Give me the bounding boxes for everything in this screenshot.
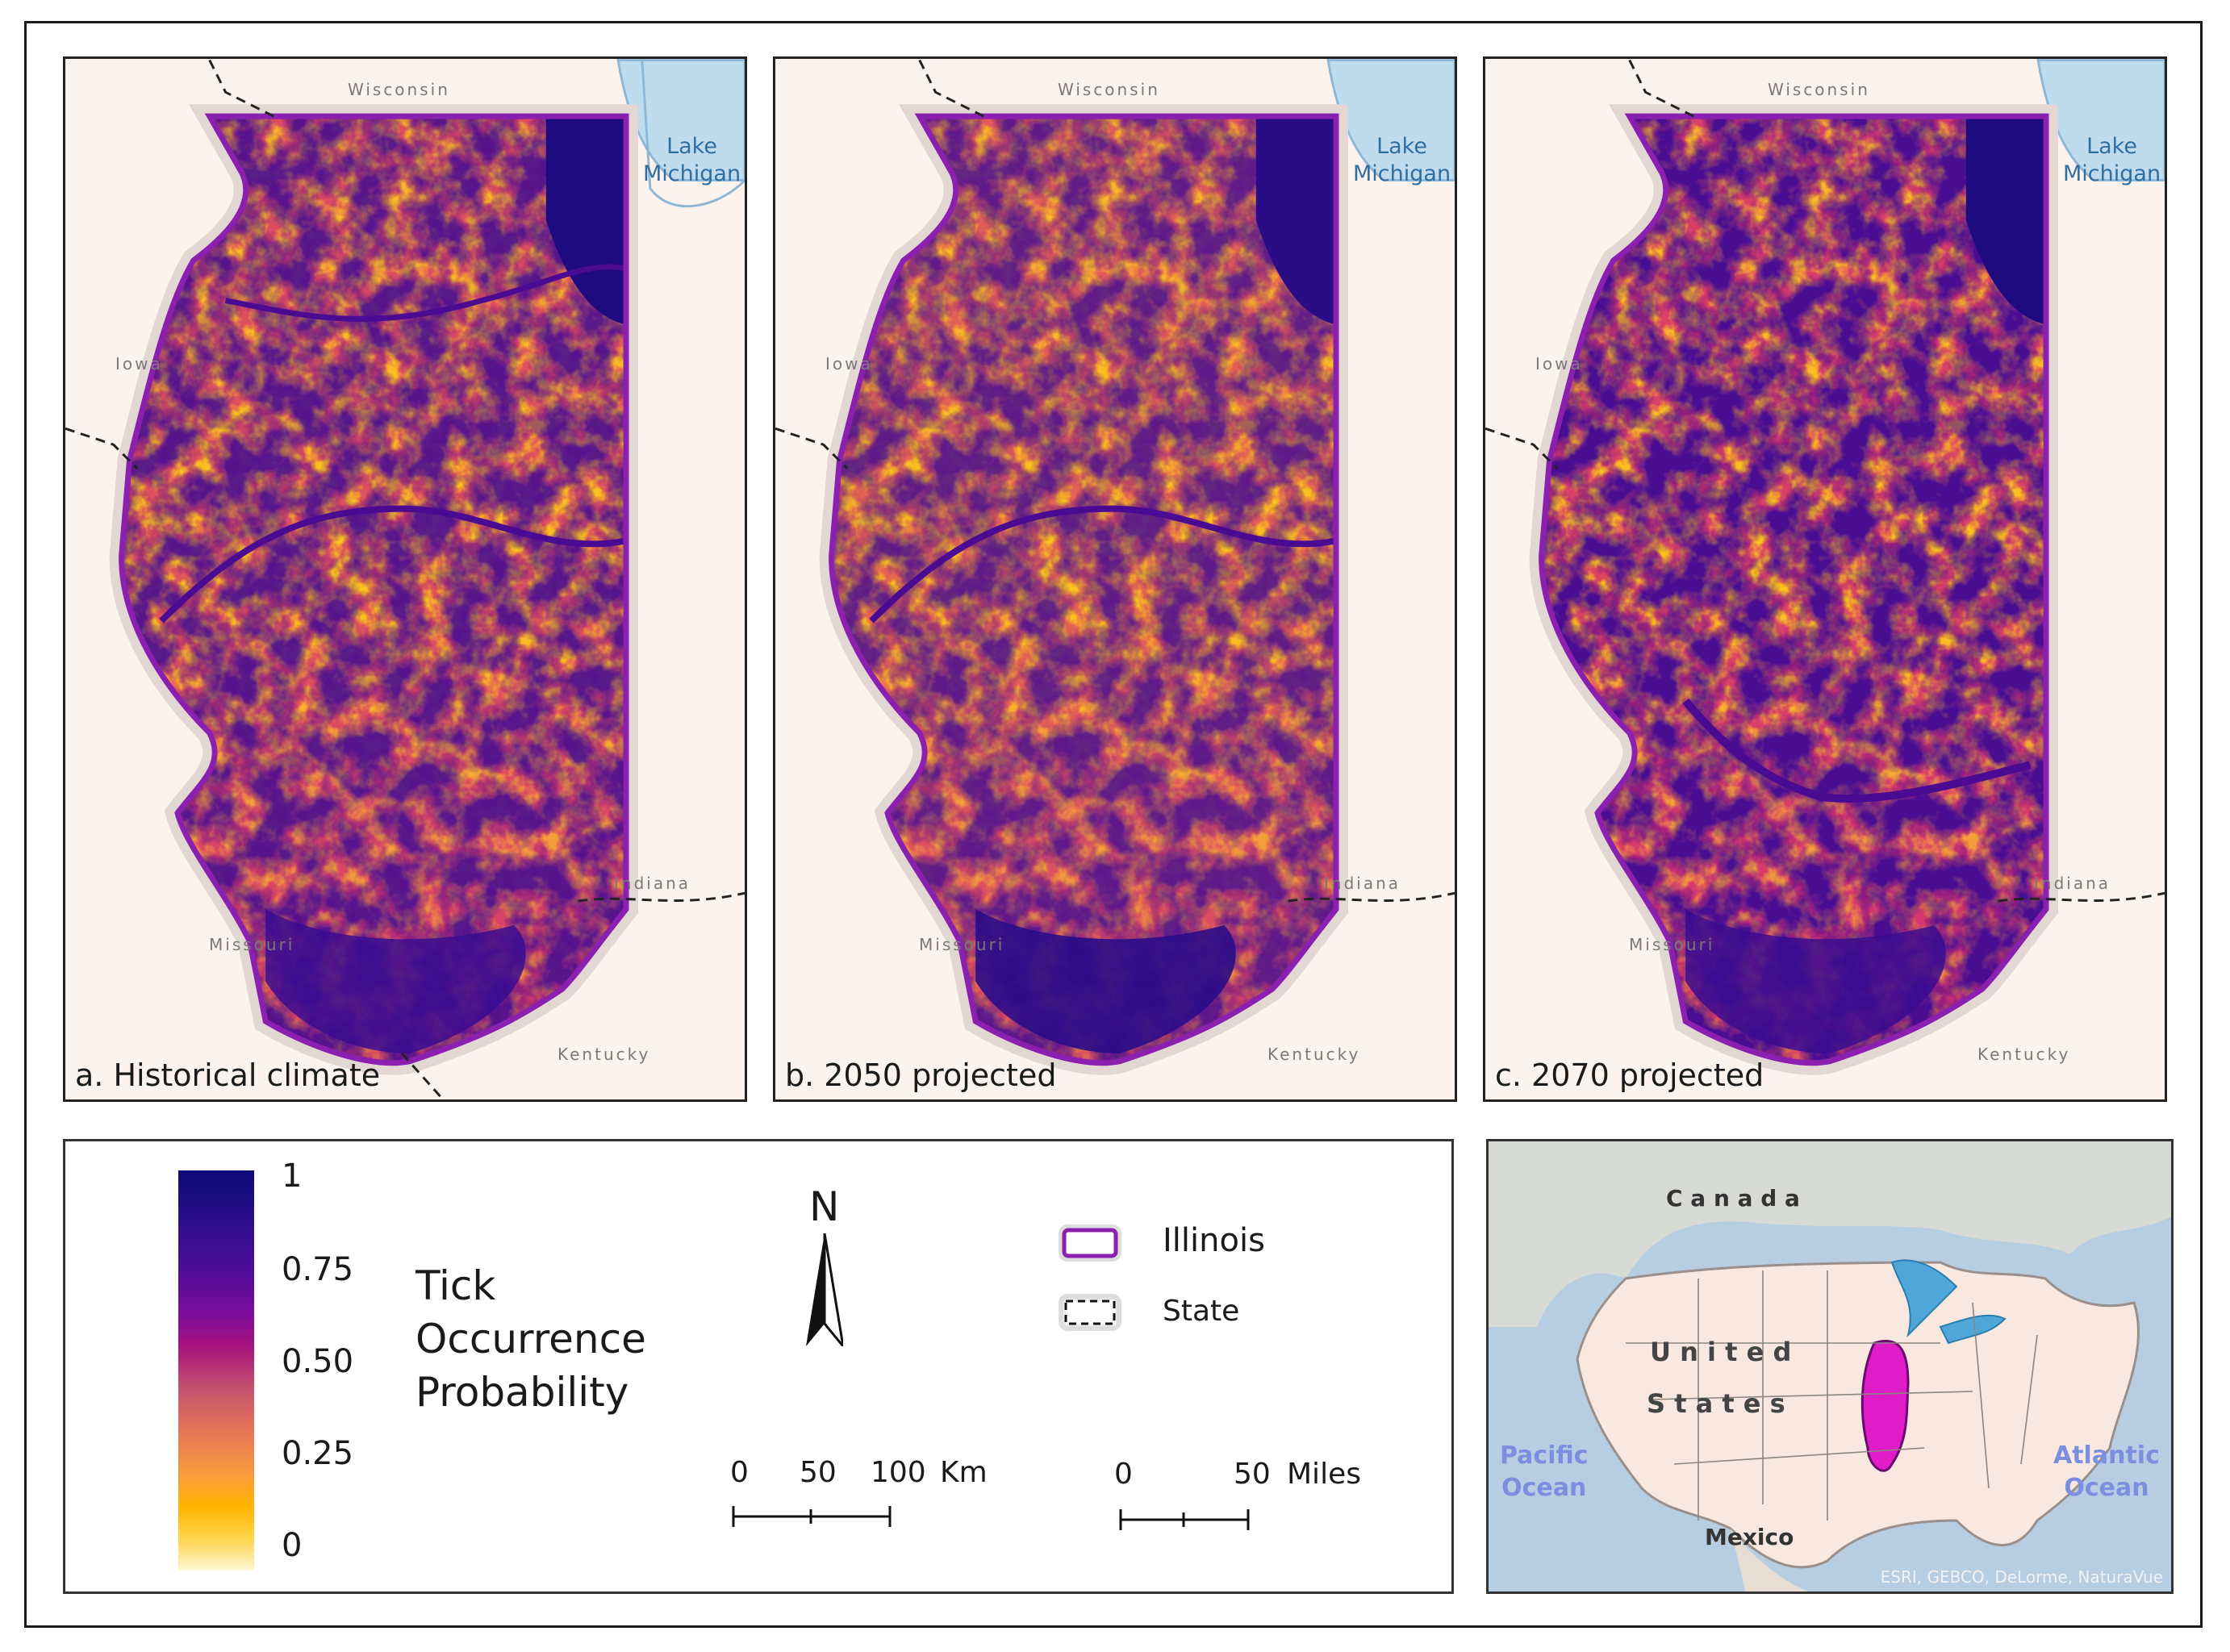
- label-kentucky: Kentucky: [1267, 1045, 1361, 1064]
- scale-mi-unit: Miles: [1287, 1458, 1361, 1491]
- illinois-map: [775, 59, 1455, 1075]
- label-kentucky: Kentucky: [1977, 1045, 2071, 1064]
- label-united: U n i t e d: [1650, 1337, 1792, 1367]
- colorbar-tick: 1: [282, 1158, 303, 1195]
- label-lake-michigan: Lake Michigan: [1353, 134, 1451, 186]
- state-legend-swatch: [1059, 1294, 1121, 1331]
- label-lake-michigan: Lake Michigan: [643, 134, 741, 186]
- canada-landmass: [1489, 1141, 2171, 1327]
- label-wisconsin: Wisconsin: [1058, 80, 1160, 99]
- figure-frame: [24, 21, 2203, 1628]
- illinois-outline: [119, 113, 629, 1066]
- north-label: N: [809, 1183, 840, 1230]
- scale-bar-miles: [1119, 1509, 1250, 1530]
- illinois-map: [65, 59, 745, 1099]
- label-missouri: Missouri: [209, 935, 295, 954]
- illinois-outline: [829, 113, 1339, 1066]
- label-wisconsin: Wisconsin: [348, 80, 450, 99]
- scale-km-100: 100: [871, 1456, 926, 1489]
- label-wisconsin: Wisconsin: [1768, 80, 1870, 99]
- illinois-legend-swatch: [1059, 1224, 1121, 1262]
- label-canada: C a n a d a: [1666, 1185, 1800, 1212]
- label-iowa: Iowa: [1535, 354, 1583, 373]
- scale-mi-50: 50: [1234, 1458, 1271, 1491]
- map-panel-historical: Wisconsin Iowa Missouri Indiana Kentucky…: [63, 56, 747, 1102]
- legend-state-label: State: [1163, 1295, 1240, 1328]
- label-indiana: Indiana: [614, 874, 691, 893]
- label-indiana: Indiana: [2034, 874, 2111, 893]
- map-legend: 1 0.75 0.50 0.25 0 Tick Occurrence Proba…: [63, 1139, 1454, 1594]
- label-atlantic-ocean: Atlantic Ocean: [2053, 1441, 2160, 1502]
- label-mexico: Mexico: [1705, 1524, 1794, 1550]
- label-pacific-ocean: Pacific Ocean: [1500, 1441, 1589, 1502]
- label-states: S t a t e s: [1647, 1388, 1785, 1419]
- label-lake-michigan: Lake Michigan: [2063, 134, 2161, 186]
- label-missouri: Missouri: [919, 935, 1005, 954]
- colorbar-tick: 0.75: [282, 1251, 354, 1288]
- label-indiana: Indiana: [1324, 874, 1401, 893]
- great-lakes: [1890, 1259, 1958, 1338]
- us-landmass: [1576, 1261, 2140, 1569]
- label-iowa: Iowa: [115, 354, 163, 373]
- probability-color-bar: [178, 1170, 254, 1571]
- map-panel-2070: Wisconsin Iowa Missouri Indiana Kentucky…: [1483, 56, 2167, 1102]
- colorbar-tick: 0: [282, 1527, 303, 1564]
- scale-bar-km: [732, 1506, 892, 1527]
- lake-michigan: [616, 59, 745, 182]
- label-kentucky: Kentucky: [558, 1045, 651, 1064]
- scale-mi-0: 0: [1114, 1458, 1133, 1491]
- label-missouri: Missouri: [1629, 935, 1715, 954]
- map-panel-2050: Wisconsin Iowa Missouri Indiana Kentucky…: [773, 56, 1457, 1102]
- legend-title: Tick Occurrence Probability: [416, 1262, 646, 1416]
- north-arrow-icon: [806, 1233, 843, 1346]
- colorbar-tick: 0.50: [282, 1343, 354, 1380]
- locator-inset-map: C a n a d a U n i t e d S t a t e s Mexi…: [1486, 1139, 2174, 1594]
- scale-km-unit: Km: [940, 1456, 988, 1489]
- map-credit: ESRI, GEBCO, DeLorme, NaturaVue: [1880, 1567, 2163, 1587]
- scale-km-50: 50: [800, 1456, 837, 1489]
- illinois-map: [1485, 59, 2165, 1075]
- illinois-highlight: [1860, 1340, 1910, 1472]
- panel-caption: a. Historical climate: [75, 1058, 381, 1093]
- illinois-outline: [1539, 113, 2049, 1066]
- panel-caption: b. 2050 projected: [785, 1058, 1057, 1093]
- scale-km-0: 0: [730, 1456, 749, 1489]
- colorbar-tick: 0.25: [282, 1435, 354, 1472]
- label-iowa: Iowa: [825, 354, 873, 373]
- legend-illinois-label: Illinois: [1163, 1222, 1265, 1259]
- panel-caption: c. 2070 projected: [1495, 1058, 1764, 1093]
